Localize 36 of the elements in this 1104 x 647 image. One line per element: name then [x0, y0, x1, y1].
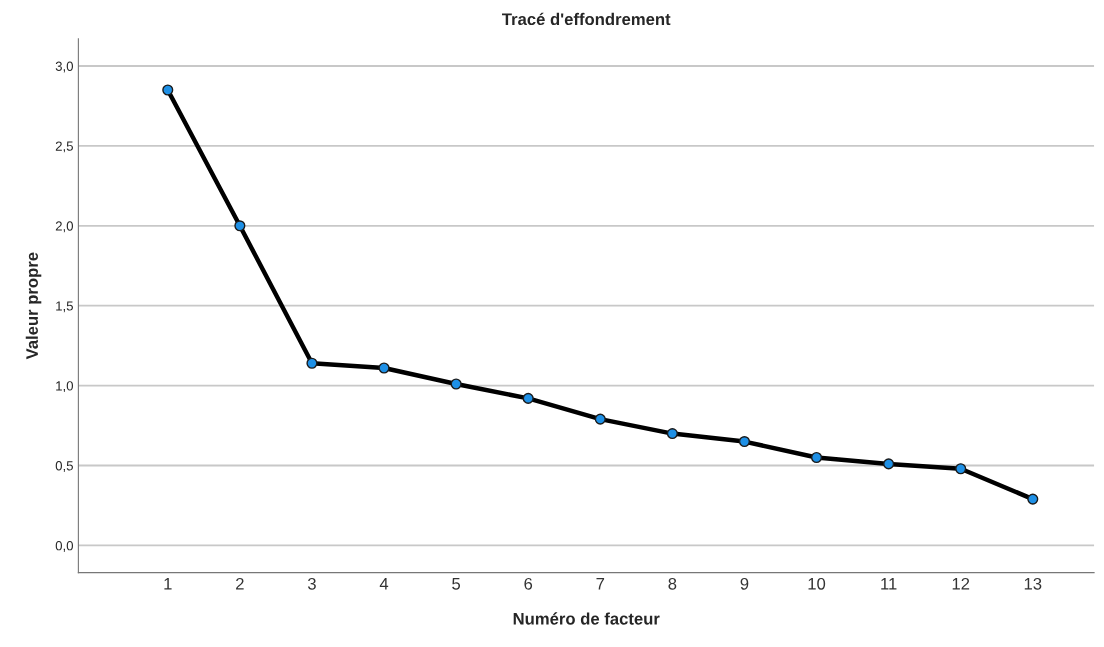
- x-tick-label: 1: [164, 578, 172, 590]
- point: [522, 392, 534, 404]
- y-tick-label: 1,5: [56, 301, 73, 313]
- y-tick-label: 2,0: [55, 221, 74, 233]
- x-tick-label: 5: [452, 578, 461, 590]
- x-tick-label: 4: [379, 578, 389, 590]
- x-tick-label: 8: [668, 577, 677, 590]
- x-tick-label: 11: [881, 578, 897, 590]
- point: [378, 362, 390, 374]
- x-tick-label: 13: [1024, 577, 1042, 590]
- point: [955, 463, 967, 475]
- point: [1027, 493, 1039, 505]
- point: [666, 428, 678, 440]
- point: [162, 84, 174, 96]
- point: [450, 378, 462, 390]
- y-tick-label: 1,0: [56, 381, 74, 393]
- x-tick-label: 7: [596, 578, 605, 590]
- chart-title: Tracé d'effondrement: [502, 12, 671, 26]
- x-tick-label: 10: [808, 577, 826, 590]
- point: [883, 458, 895, 470]
- x-tick-label: 3: [307, 577, 316, 590]
- y-tick-label: 0,5: [55, 461, 73, 472]
- y-axis-title: Valeur propre: [25, 252, 42, 360]
- point: [810, 451, 823, 464]
- y-tick-label: 0,0: [55, 540, 74, 552]
- point: [234, 220, 246, 232]
- point: [738, 435, 751, 448]
- x-tick-label: 2: [236, 577, 244, 590]
- point: [594, 413, 606, 425]
- x-tick-label: 6: [524, 577, 533, 590]
- x-tick-label: 9: [740, 577, 749, 590]
- point: [306, 357, 318, 369]
- y-tick-label: 3,0: [55, 61, 74, 73]
- y-tick-label: 2,5: [55, 141, 73, 153]
- x-axis-title: Numéro de facteur: [513, 612, 660, 625]
- x-tick-label: 12: [952, 577, 970, 590]
